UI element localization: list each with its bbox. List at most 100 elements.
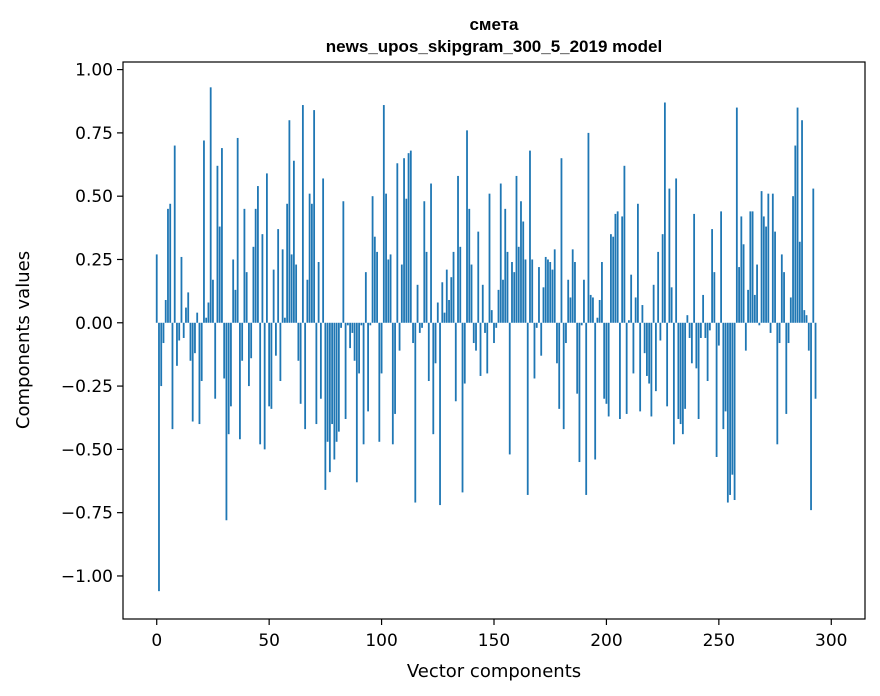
bar bbox=[389, 254, 392, 323]
bar bbox=[749, 211, 752, 323]
x-tick-label: 200 bbox=[590, 631, 622, 651]
y-tick-label: −0.50 bbox=[61, 440, 113, 460]
bar bbox=[499, 183, 502, 323]
bar bbox=[275, 322, 277, 356]
bar bbox=[362, 322, 365, 445]
bar bbox=[738, 267, 740, 323]
x-tick-label: 250 bbox=[703, 631, 735, 651]
bar bbox=[423, 201, 426, 323]
bar bbox=[335, 322, 338, 442]
bar bbox=[173, 145, 176, 323]
bar bbox=[158, 322, 160, 592]
bar bbox=[551, 269, 554, 323]
x-tick-label: 300 bbox=[815, 631, 847, 651]
y-tick-label: 0.25 bbox=[75, 250, 113, 270]
bar bbox=[632, 322, 635, 374]
bar bbox=[699, 322, 702, 338]
bar bbox=[787, 322, 790, 344]
bar bbox=[418, 322, 421, 333]
bar bbox=[223, 322, 226, 379]
bar bbox=[164, 299, 167, 323]
bar bbox=[776, 322, 779, 445]
bar bbox=[342, 201, 345, 323]
x-tick-label: 150 bbox=[478, 631, 510, 651]
bar bbox=[717, 322, 720, 346]
bar bbox=[268, 322, 271, 407]
bar bbox=[310, 203, 313, 323]
bar bbox=[603, 322, 606, 399]
bar bbox=[450, 277, 453, 323]
bar bbox=[722, 322, 725, 430]
bar bbox=[697, 322, 700, 419]
y-axis-ticks: 1.00 0.75 0.50 0.25 0.00 −0.25 −0.50 −0.75 −1.00 bbox=[61, 61, 123, 587]
bar bbox=[198, 322, 201, 425]
bar bbox=[221, 148, 223, 323]
bar bbox=[520, 201, 522, 323]
bar bbox=[243, 208, 246, 323]
bar bbox=[726, 322, 729, 503]
bar bbox=[187, 292, 190, 323]
bar bbox=[796, 107, 799, 323]
bar bbox=[232, 259, 235, 323]
bar bbox=[558, 322, 561, 409]
bar bbox=[333, 322, 336, 460]
bar bbox=[605, 322, 608, 404]
bar bbox=[400, 264, 403, 323]
bar bbox=[304, 322, 307, 430]
bar bbox=[610, 234, 612, 323]
bar bbox=[443, 312, 446, 323]
bar bbox=[405, 198, 408, 323]
bar bbox=[762, 216, 765, 323]
bar bbox=[533, 322, 536, 379]
bar bbox=[360, 322, 363, 326]
bar bbox=[434, 322, 437, 364]
bar bbox=[432, 322, 435, 435]
bar bbox=[493, 322, 495, 344]
bar bbox=[486, 322, 489, 374]
bar bbox=[720, 211, 722, 323]
bar bbox=[463, 322, 466, 384]
bar bbox=[236, 137, 239, 323]
bar bbox=[713, 272, 716, 323]
x-tick-label: 100 bbox=[365, 631, 397, 651]
bar bbox=[592, 297, 594, 323]
bar bbox=[529, 150, 531, 323]
bar bbox=[427, 322, 430, 382]
bar bbox=[416, 284, 419, 323]
bar bbox=[522, 221, 525, 323]
bar bbox=[340, 322, 342, 328]
bar bbox=[623, 165, 626, 323]
bar bbox=[459, 246, 462, 323]
bar bbox=[544, 256, 547, 323]
bar bbox=[241, 322, 244, 361]
bar bbox=[337, 322, 340, 432]
bar bbox=[711, 229, 713, 323]
bar bbox=[403, 158, 405, 323]
bar bbox=[376, 251, 378, 323]
bar bbox=[598, 299, 601, 323]
bar bbox=[412, 322, 414, 344]
bar bbox=[715, 322, 718, 457]
bar bbox=[317, 262, 320, 323]
bar bbox=[472, 322, 475, 344]
y-tick-label: 0.00 bbox=[75, 314, 113, 334]
bar bbox=[288, 120, 291, 323]
bar bbox=[661, 234, 664, 323]
x-axis-ticks: 0 50 100 150 200 250 300 bbox=[151, 619, 847, 651]
bar bbox=[567, 279, 570, 323]
bar bbox=[367, 322, 369, 412]
bar bbox=[569, 297, 572, 323]
bar bbox=[344, 322, 347, 419]
bar bbox=[812, 188, 815, 323]
bar bbox=[203, 140, 205, 323]
bar bbox=[299, 322, 302, 404]
bar bbox=[396, 163, 399, 323]
bar bbox=[331, 322, 334, 425]
bar bbox=[326, 322, 329, 442]
bar bbox=[654, 322, 657, 392]
bar bbox=[430, 183, 432, 323]
bar bbox=[742, 244, 745, 323]
bar bbox=[270, 322, 273, 409]
bar bbox=[801, 120, 803, 323]
